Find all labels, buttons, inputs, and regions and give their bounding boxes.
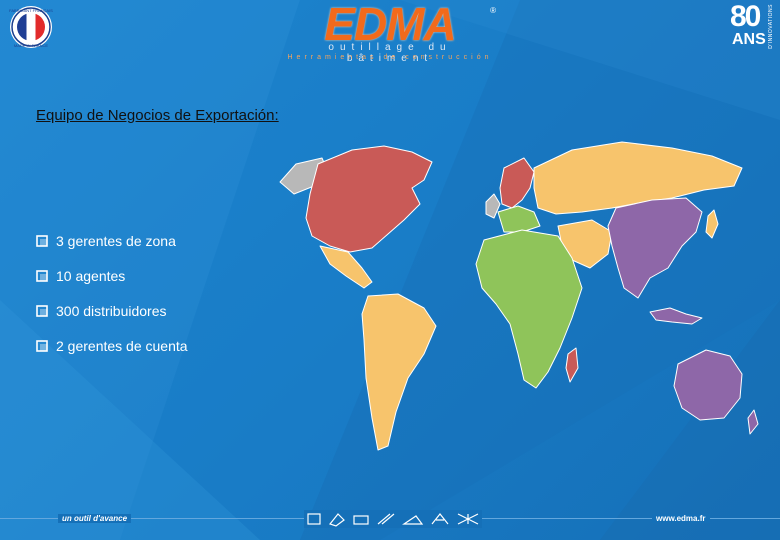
page-title: Equipo de Negocios de Exportación: bbox=[36, 107, 279, 124]
region-asia bbox=[607, 197, 703, 299]
anniversary-number: 80 bbox=[730, 0, 761, 33]
tool-icon-5 bbox=[402, 515, 424, 525]
list-item: 10 agentes bbox=[36, 267, 188, 302]
bullet-box-icon bbox=[36, 235, 48, 247]
bullet-box-icon bbox=[36, 270, 48, 282]
team-list: 3 gerentes de zona 10 agentes 300 distri… bbox=[36, 232, 188, 372]
region-new-zealand bbox=[747, 409, 759, 435]
list-item-label: 10 agentes bbox=[56, 268, 126, 284]
region-north-america bbox=[305, 145, 433, 253]
region-madagascar bbox=[565, 347, 579, 383]
list-item: 300 distribuidores bbox=[36, 302, 188, 337]
tool-icon-3 bbox=[353, 515, 369, 525]
tagline-fr: outillage du bâtiment bbox=[328, 42, 452, 64]
tool-icon-2 bbox=[328, 513, 345, 527]
list-item: 3 gerentes de zona bbox=[36, 232, 188, 267]
region-africa bbox=[475, 229, 583, 389]
region-japan bbox=[705, 209, 719, 239]
list-item: 2 gerentes de cuenta bbox=[36, 337, 188, 372]
region-europe bbox=[499, 157, 535, 209]
tool-icon-7 bbox=[457, 513, 479, 525]
region-russia bbox=[533, 141, 743, 215]
bullet-box-icon bbox=[36, 340, 48, 352]
list-item-label: 300 distribuidores bbox=[56, 303, 167, 319]
region-australia bbox=[673, 349, 743, 421]
tool-icon-6 bbox=[431, 513, 449, 525]
anniversary-badge: 80 ANS D'INNOVATIONS bbox=[728, 2, 776, 52]
region-central-america bbox=[319, 245, 373, 289]
world-map bbox=[279, 141, 759, 451]
anniversary-label: ANS bbox=[732, 31, 766, 48]
list-item-label: 2 gerentes de cuenta bbox=[56, 338, 188, 354]
anniversary-side-text: D'INNOVATIONS bbox=[768, 4, 774, 49]
badge-bottom-text: MADE IN FRANCE bbox=[14, 43, 49, 48]
bullet-box-icon bbox=[36, 305, 48, 317]
region-west-europe bbox=[497, 205, 541, 233]
region-indonesia bbox=[649, 307, 703, 325]
list-item-label: 3 gerentes de zona bbox=[56, 233, 176, 249]
logo-registered: ® bbox=[490, 6, 496, 15]
region-south-america bbox=[361, 293, 437, 451]
tool-icon-4 bbox=[377, 513, 395, 525]
tool-icon-1 bbox=[307, 513, 321, 525]
footer-website: www.edma.fr bbox=[652, 514, 710, 523]
flag-badge-icon: FABRICANT FRANÇAIS MADE IN FRANCE bbox=[9, 6, 53, 48]
tagline-es: Herramientas de construcción bbox=[287, 54, 493, 61]
footer-slogan: un outil d'avance bbox=[58, 514, 132, 523]
logo-text: EDMA bbox=[324, 0, 456, 50]
badge-top-text: FABRICANT FRANÇAIS bbox=[9, 8, 53, 13]
region-uk bbox=[485, 193, 501, 219]
brand-logo: EDMA ® bbox=[282, 0, 498, 68]
tool-icons bbox=[304, 510, 482, 528]
